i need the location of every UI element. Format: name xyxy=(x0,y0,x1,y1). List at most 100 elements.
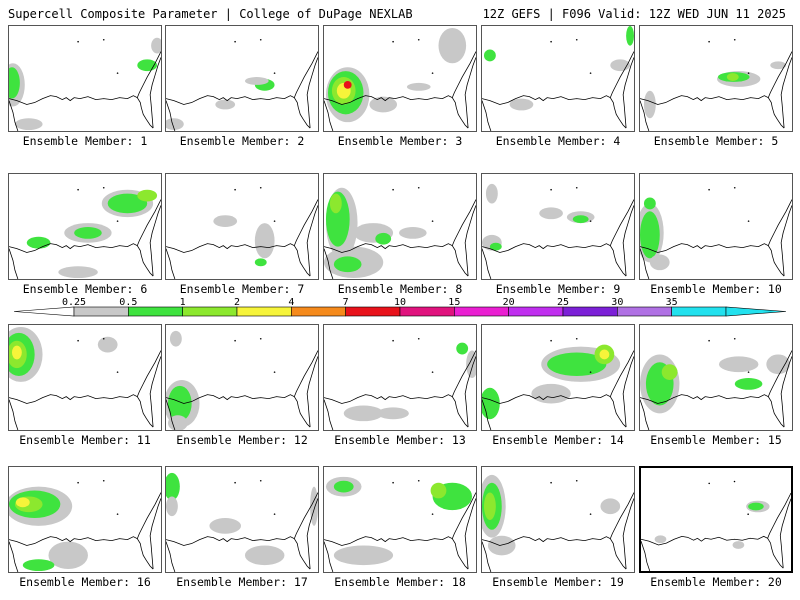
map-marker xyxy=(77,481,79,484)
colorbar-tick-label: 30 xyxy=(611,297,624,308)
map-marker xyxy=(431,371,434,373)
colorbar-swatch xyxy=(508,306,564,317)
scp-field-contour xyxy=(375,232,392,245)
colorbar-tick-label: 25 xyxy=(556,297,570,308)
coastline xyxy=(640,399,650,430)
coastline xyxy=(149,356,161,428)
color-scale-bar xyxy=(14,296,786,322)
scp-field-contour xyxy=(531,383,571,404)
coastline xyxy=(9,248,19,279)
coastline xyxy=(149,57,161,129)
map-marker xyxy=(575,38,578,41)
ensemble-map-panel xyxy=(8,324,162,431)
ensemble-member-label: Ensemble Member: 18 xyxy=(334,575,466,589)
map-marker xyxy=(733,480,736,483)
map-marker xyxy=(589,371,592,373)
map-marker xyxy=(259,186,262,189)
map-marker xyxy=(392,481,394,484)
colorbar-tick-label: 0.5 xyxy=(119,297,138,308)
scp-field-contour xyxy=(166,118,184,131)
scp-field-contour xyxy=(15,497,30,508)
map-marker xyxy=(708,188,710,191)
coastline xyxy=(451,199,476,246)
coastline xyxy=(293,492,318,539)
scp-field-contour xyxy=(74,226,102,239)
scp-field-contour xyxy=(244,77,269,85)
scp-field-contour xyxy=(343,405,384,422)
coastline xyxy=(779,498,791,569)
scp-field-contour xyxy=(509,98,534,111)
map-marker xyxy=(259,38,262,41)
map-marker xyxy=(575,337,578,340)
coastline xyxy=(166,100,176,131)
ensemble-map-panel xyxy=(8,466,162,573)
ensemble-map-panel xyxy=(481,324,635,431)
coastline xyxy=(767,350,792,397)
ensemble-map-panel xyxy=(639,324,793,431)
map-marker xyxy=(733,337,736,340)
coastline xyxy=(780,356,792,428)
scp-field-contour xyxy=(22,559,55,572)
map-marker xyxy=(116,220,119,222)
scp-field-contour xyxy=(487,535,516,556)
map-marker xyxy=(417,186,420,189)
scp-field-contour xyxy=(329,193,342,214)
ensemble-map-panel xyxy=(323,324,477,431)
coastline xyxy=(464,205,476,277)
scp-field-contour xyxy=(333,545,394,566)
map-marker xyxy=(102,479,105,482)
ensemble-map-panel xyxy=(165,466,319,573)
map-marker xyxy=(417,337,420,340)
colorbar-swatch xyxy=(671,306,727,317)
map-marker xyxy=(273,72,276,74)
coastline xyxy=(641,535,784,569)
map-marker xyxy=(550,339,552,342)
map-marker xyxy=(102,186,105,189)
map-marker xyxy=(575,186,578,189)
scp-field-contour xyxy=(48,541,88,570)
map-marker xyxy=(273,220,276,222)
coastline xyxy=(293,51,318,98)
scp-field-contour xyxy=(726,73,739,81)
scp-field-contour xyxy=(151,37,161,54)
scp-field-contour xyxy=(213,215,238,227)
coastline xyxy=(149,498,161,570)
ensemble-member-label: Ensemble Member: 20 xyxy=(650,575,782,589)
map-marker xyxy=(259,479,262,482)
coastline xyxy=(136,492,161,539)
colorbar-tick-label: 35 xyxy=(665,297,678,308)
coastline xyxy=(482,243,627,277)
coastline xyxy=(136,350,161,397)
scp-field-contour xyxy=(333,480,354,493)
coastline xyxy=(451,350,476,397)
scp-field-contour xyxy=(167,385,192,422)
map-marker xyxy=(77,40,79,43)
map-marker xyxy=(589,220,592,222)
colorbar-swatch xyxy=(454,306,509,317)
map-marker xyxy=(708,482,710,485)
map-marker xyxy=(392,40,394,43)
scp-field-contour xyxy=(377,407,409,420)
coastline xyxy=(9,243,154,277)
scp-field-contour xyxy=(626,26,634,46)
map-marker xyxy=(102,337,105,340)
map-marker xyxy=(431,72,434,74)
ensemble-member-label: Ensemble Member: 19 xyxy=(492,575,624,589)
coastline xyxy=(640,243,785,277)
coastline xyxy=(464,498,476,570)
scp-field-contour xyxy=(167,415,188,430)
coastline xyxy=(149,205,161,277)
coastline xyxy=(641,541,651,571)
coastline xyxy=(640,394,785,428)
colorbar-swatch xyxy=(128,306,183,317)
scp-field-contour xyxy=(643,197,656,210)
coastline xyxy=(166,399,176,430)
scp-field-contour xyxy=(166,472,180,501)
ensemble-map-panel xyxy=(481,466,635,573)
colorbar-left-arrow xyxy=(14,306,75,317)
map-marker xyxy=(77,188,79,191)
scp-field-contour xyxy=(732,541,745,549)
ensemble-map-panel xyxy=(639,25,793,132)
coastline xyxy=(293,350,318,397)
coastline xyxy=(780,57,792,129)
